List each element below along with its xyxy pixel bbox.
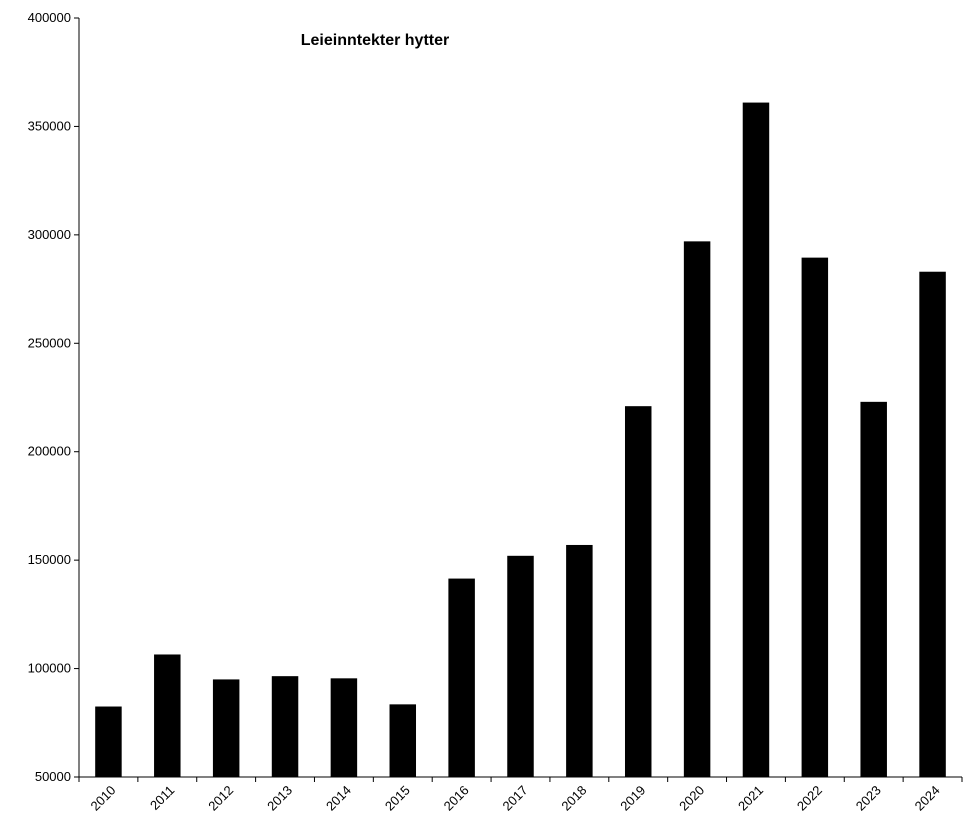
- x-tick-label: 2018: [558, 783, 589, 814]
- bar-2011: [154, 654, 181, 777]
- chart-title: Leieinntekter hytter: [301, 32, 449, 49]
- bar-2024: [919, 271, 946, 777]
- y-tick-label: 350000: [28, 118, 71, 133]
- x-tick-label: 2014: [323, 783, 354, 814]
- bar-2016: [448, 578, 475, 777]
- x-tick-label: 2013: [264, 783, 295, 814]
- bar-2017: [507, 555, 534, 777]
- x-tick-label: 2015: [382, 783, 413, 814]
- y-axis-ticks: 50000 100000 150000 200000 250000 300000 35000…: [28, 10, 79, 784]
- x-tick-label: 2016: [441, 783, 472, 814]
- x-tick-label: 2023: [853, 783, 884, 814]
- bar-2018: [566, 544, 593, 777]
- bar-2022: [801, 257, 829, 777]
- bar-2019: [624, 406, 652, 777]
- y-tick-label: 400000: [28, 10, 71, 25]
- y-tick-label: 200000: [28, 444, 71, 459]
- bar-2020: [683, 241, 711, 777]
- bar-2013: [271, 676, 299, 777]
- x-tick-label: 2011: [147, 783, 177, 813]
- x-tick-label: 2020: [676, 783, 707, 814]
- y-tick-label: 100000: [28, 661, 71, 676]
- bar-2021: [742, 102, 770, 778]
- bar-2012: [212, 679, 240, 777]
- x-tick-label: 2022: [794, 783, 825, 814]
- x-tick-label: 2024: [912, 783, 943, 814]
- x-tick-label: 2017: [500, 783, 531, 814]
- y-tick-label: 300000: [28, 227, 71, 242]
- y-tick-label: 250000: [28, 335, 71, 350]
- bar-2015: [389, 704, 417, 777]
- x-tick-label: 2012: [205, 783, 236, 814]
- x-tick-label: 2010: [87, 783, 118, 814]
- bars-group: [95, 102, 946, 778]
- y-tick-label: 150000: [28, 552, 71, 567]
- bar-2010: [95, 706, 122, 777]
- x-tick-label: 2021: [735, 783, 766, 814]
- bar-2014: [330, 678, 358, 777]
- y-tick-label: 50000: [35, 769, 71, 784]
- x-tick-label: 2019: [617, 783, 648, 814]
- x-axis-ticks: 2010 2011 2012 2013 2014 2015 2016 2017 2018 2019…: [78, 777, 963, 814]
- bar-2023: [860, 401, 887, 777]
